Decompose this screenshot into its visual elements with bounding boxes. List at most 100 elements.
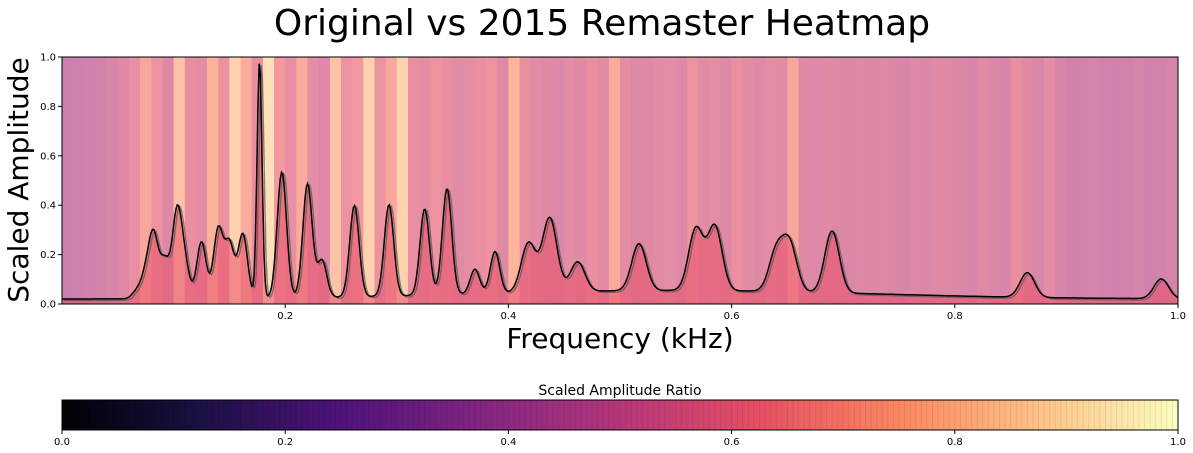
heat-strip: [753, 57, 766, 304]
heat-strip: [229, 57, 242, 304]
x-tick-label: 0.6: [724, 311, 740, 322]
heat-strip: [820, 57, 833, 304]
colorbar-tick-label: 0.8: [947, 437, 963, 448]
heat-strip: [195, 57, 208, 304]
colorbar-tick-label: 0.0: [54, 437, 70, 448]
heat-strip: [173, 57, 186, 304]
y-tick-label: 0.0: [40, 300, 56, 311]
heat-strip: [653, 57, 666, 304]
colorbar-gradient: [62, 400, 1178, 430]
y-tick-label: 0.4: [40, 201, 56, 212]
heat-strip: [865, 57, 878, 304]
heat-strip: [218, 57, 230, 304]
heat-strip: [285, 57, 297, 304]
x-tick-label: 1.0: [1170, 311, 1186, 322]
colorbar-frame: [61, 399, 1179, 431]
heat-strip: [709, 57, 722, 304]
heat-strip: [876, 57, 889, 304]
heat-strip: [84, 57, 97, 304]
heat-strip: [486, 57, 498, 304]
heatmap-strips: [62, 57, 1178, 304]
heat-strip: [1088, 57, 1101, 304]
heat-strip: [430, 57, 443, 304]
heat-strip: [1166, 57, 1178, 304]
y-axis-label: Scaled Amplitude: [2, 57, 35, 303]
colorbar: [61, 399, 1179, 431]
plot-frame: [61, 56, 1179, 305]
heat-strip: [553, 57, 565, 304]
area-under-curve: [62, 63, 1178, 304]
heat-strip: [519, 57, 532, 304]
heat-strip: [887, 57, 900, 304]
colorbar-ticks: 0.0 0.2 0.4 0.6 0.8 1.0: [54, 430, 1186, 448]
y-tick-label: 0.2: [40, 250, 56, 261]
x-axis-label: Frequency (kHz): [506, 322, 733, 355]
amplitude-curves: [62, 63, 1178, 302]
heat-strip: [463, 57, 476, 304]
amplitude-area: [62, 63, 1178, 304]
heat-strip: [385, 57, 398, 304]
heat-strip: [564, 57, 576, 304]
chart-title: Original vs 2015 Remaster Heatmap: [274, 3, 930, 44]
heat-strip: [106, 57, 119, 304]
heat-strip: [508, 57, 521, 304]
heat-strip: [396, 57, 409, 304]
heat-strip: [1055, 57, 1067, 304]
heat-strip: [597, 57, 610, 304]
heat-strip: [128, 57, 141, 304]
heat-strip: [731, 57, 744, 304]
heat-strip: [262, 57, 275, 304]
heat-strip: [541, 57, 554, 304]
heat-strip: [675, 57, 688, 304]
heat-strip: [809, 57, 822, 304]
heat-strip: [999, 57, 1012, 304]
x-axis-ticks: 0.2 0.4 0.6 0.8 1.0: [277, 304, 1186, 322]
colorbar-tick-label: 1.0: [1170, 437, 1186, 448]
heat-strip: [954, 57, 967, 304]
heat-strip: [698, 57, 710, 304]
heat-strip: [843, 57, 855, 304]
heat-strip: [854, 57, 867, 304]
heat-strip: [1133, 57, 1146, 304]
y-tick-label: 0.8: [40, 102, 56, 113]
heat-strip: [686, 57, 699, 304]
heat-strip: [363, 57, 376, 304]
heat-strip: [620, 57, 632, 304]
heat-strip: [988, 57, 1001, 304]
heat-strip: [117, 57, 130, 304]
heat-strip: [307, 57, 320, 304]
heat-strip: [586, 57, 599, 304]
colorbar-tick-label: 0.2: [277, 437, 293, 448]
heat-strip: [798, 57, 811, 304]
heat-strip: [765, 57, 777, 304]
heat-strip: [95, 57, 108, 304]
heat-strip: [497, 57, 509, 304]
heat-strip: [776, 57, 788, 304]
heat-strip: [140, 57, 152, 304]
heat-strip: [1155, 57, 1168, 304]
heat-strip: [932, 57, 945, 304]
heat-strip: [631, 57, 643, 304]
heat-strip: [1066, 57, 1079, 304]
x-tick-label: 0.2: [277, 311, 293, 322]
colorbar-label: Scaled Amplitude Ratio: [538, 383, 701, 399]
heat-strip: [62, 57, 74, 304]
heat-strip: [1144, 57, 1157, 304]
heat-strip: [352, 57, 364, 304]
heat-strip: [452, 57, 465, 304]
y-tick-label: 1.0: [40, 53, 56, 64]
y-axis-ticks: 0.0 0.2 0.4 0.6 0.8 1.0: [40, 53, 62, 311]
heat-strip: [977, 57, 989, 304]
heat-strip: [910, 57, 922, 304]
heat-strip: [608, 57, 621, 304]
heat-strip: [474, 57, 487, 304]
heat-strip: [720, 57, 733, 304]
heat-strip: [407, 57, 420, 304]
heat-strip: [530, 57, 543, 304]
heat-strip: [184, 57, 197, 304]
original-curve: [62, 63, 1178, 300]
heat-strip: [943, 57, 956, 304]
heat-strip: [329, 57, 342, 304]
heat-strip: [921, 57, 934, 304]
